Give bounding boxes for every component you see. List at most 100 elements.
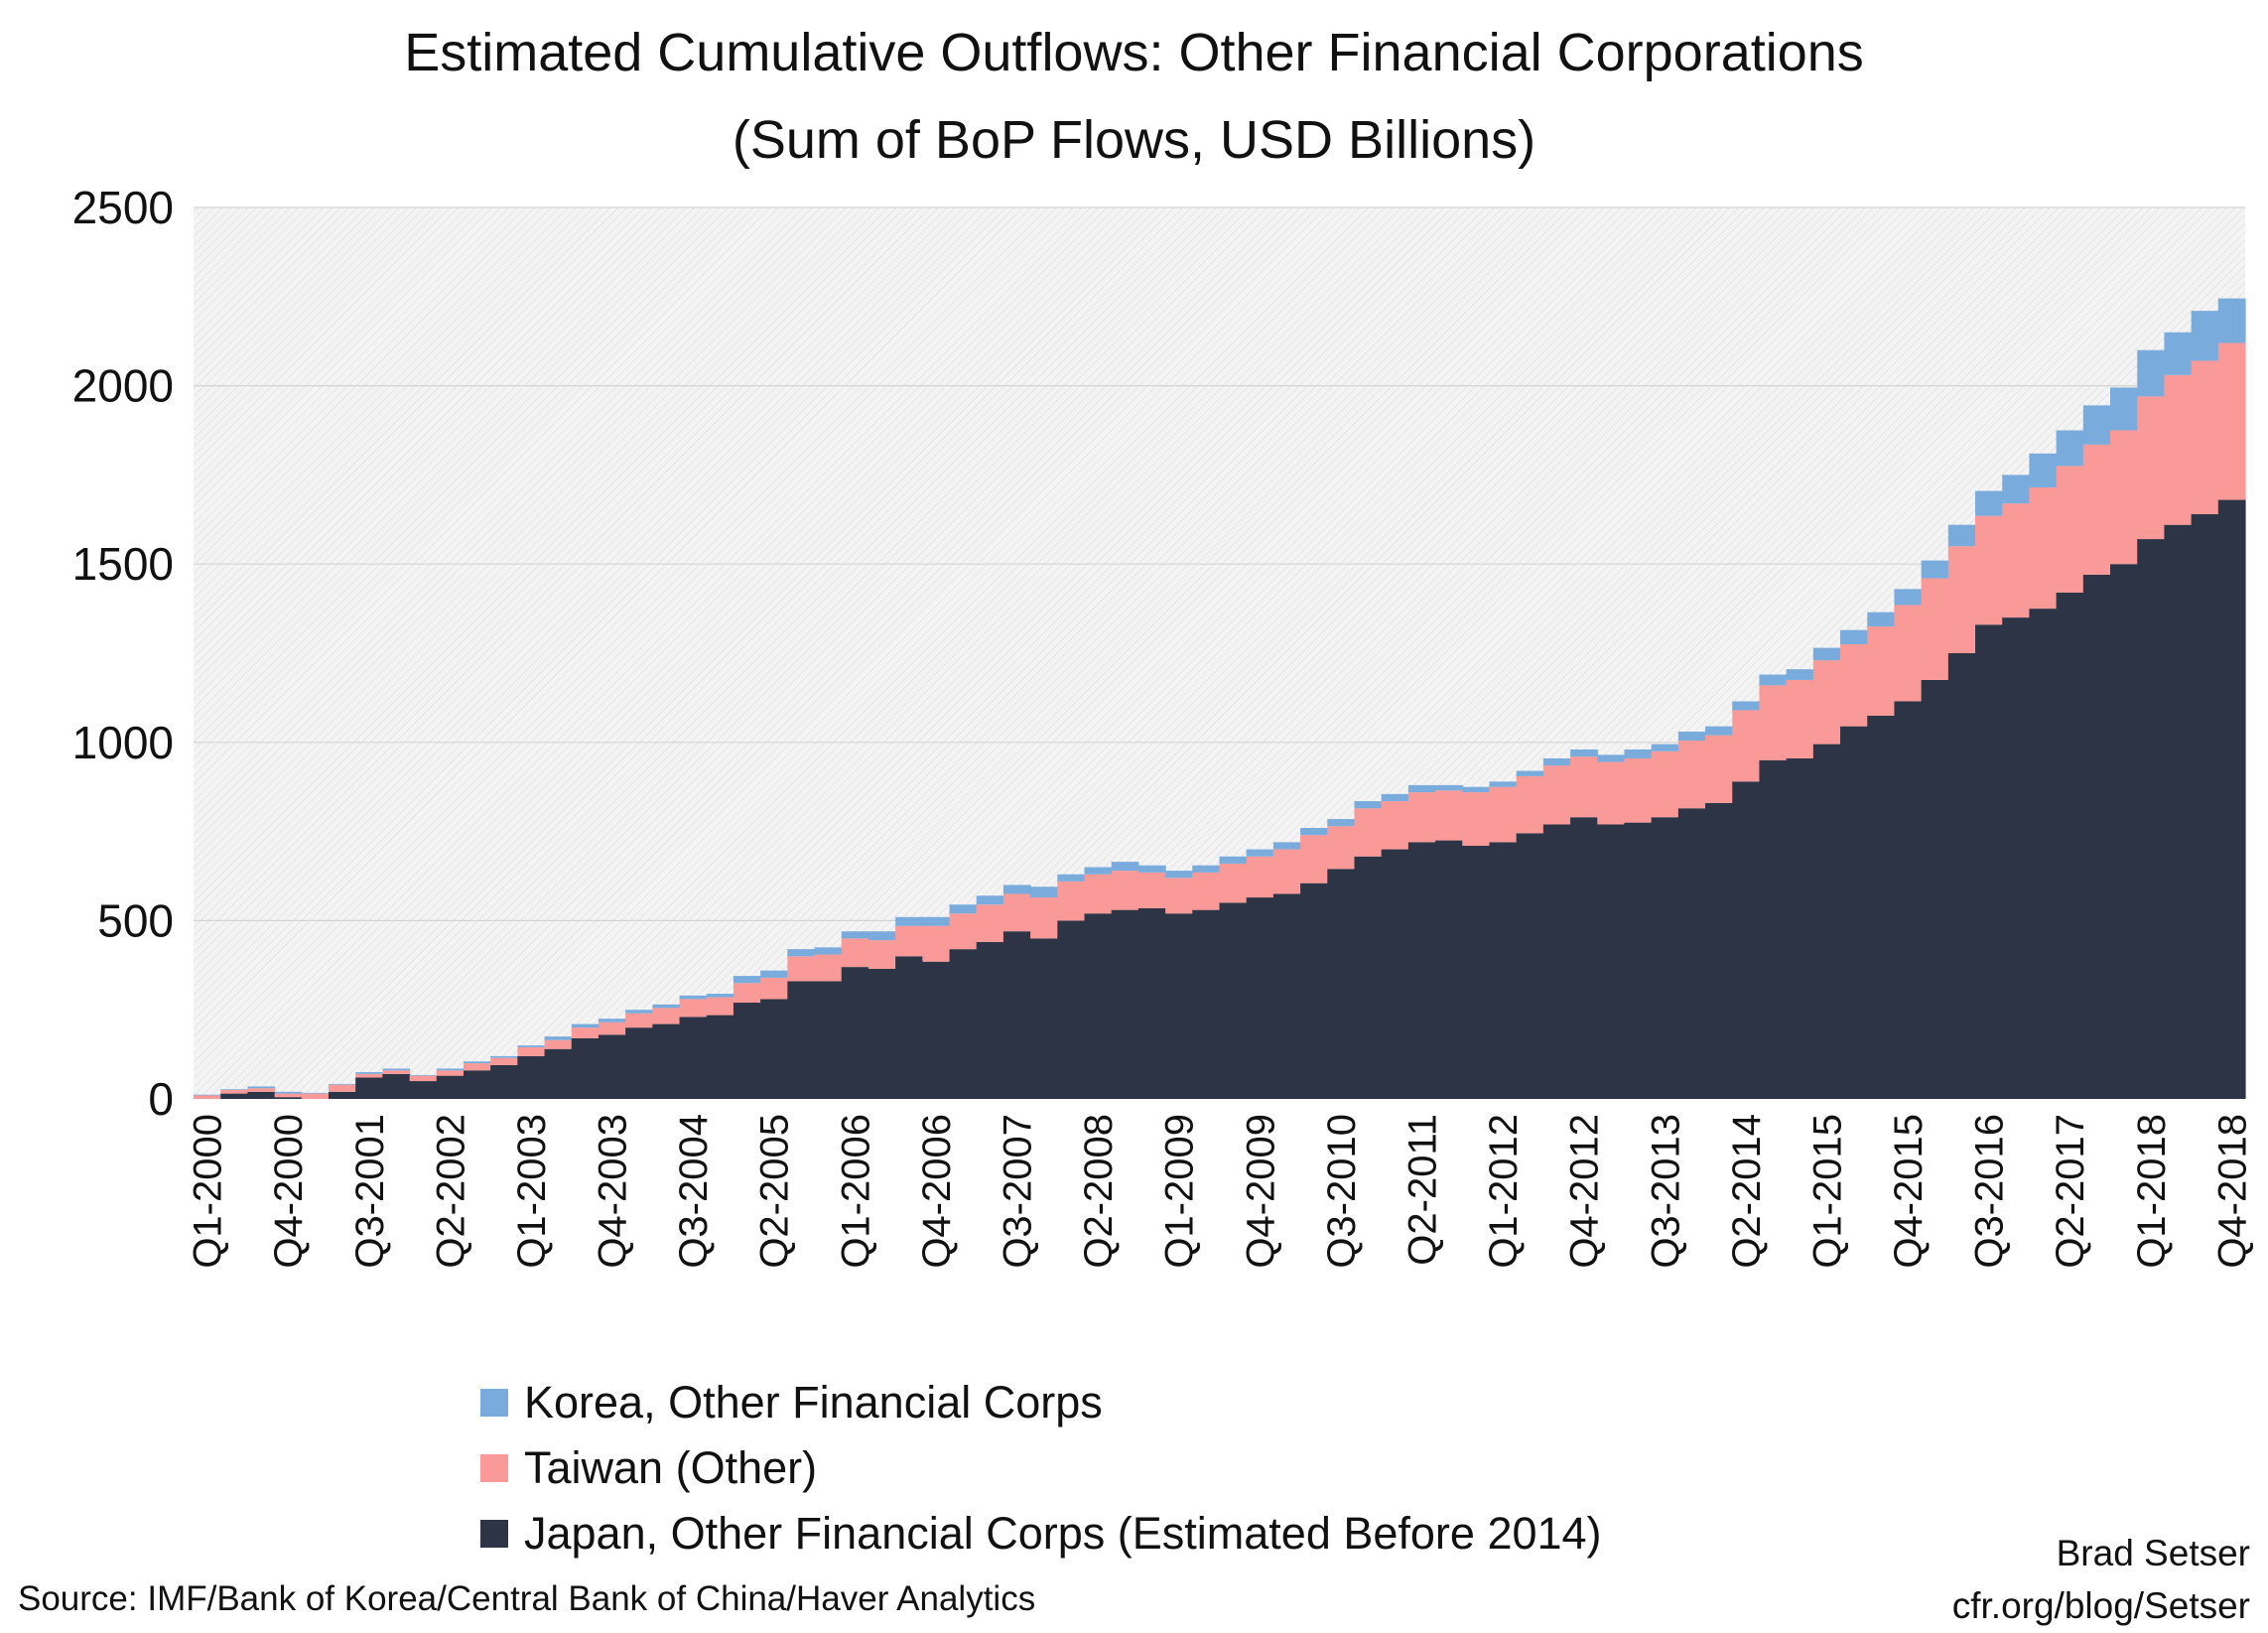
japan-bar xyxy=(625,1027,653,1099)
korea-bar xyxy=(2029,453,2058,487)
korea-bar xyxy=(1516,770,1544,776)
korea-bar xyxy=(1300,828,1328,836)
japan-bar xyxy=(1705,802,1733,1099)
x-tick-label: Q4-2018 xyxy=(2210,1114,2254,1269)
japan-bar xyxy=(895,956,923,1099)
korea-bar xyxy=(409,1074,438,1076)
taiwan-bar xyxy=(571,1027,600,1038)
japan-bar xyxy=(2056,592,2084,1099)
korea-bar xyxy=(328,1083,356,1085)
taiwan-bar xyxy=(2082,444,2111,575)
legend-label-japan: Japan, Other Financial Corps (Estimated … xyxy=(524,1508,1602,1559)
y-tick-label: 1000 xyxy=(72,717,174,768)
korea-bar xyxy=(1435,784,1463,791)
japan-bar xyxy=(2164,524,2193,1099)
korea-bar xyxy=(1462,786,1491,793)
taiwan-bar xyxy=(2002,503,2031,618)
japan-bar xyxy=(436,1075,465,1099)
x-tick-label: Q3-2013 xyxy=(1644,1114,1687,1269)
japan-bar xyxy=(1812,744,1841,1099)
x-tick-label: Q2-2008 xyxy=(1077,1114,1121,1269)
legend-label-korea: Korea, Other Financial Corps xyxy=(524,1377,1103,1428)
taiwan-bar xyxy=(490,1057,518,1065)
japan-bar xyxy=(1002,931,1031,1099)
korea-bar xyxy=(2110,387,2138,431)
japan-bar xyxy=(922,961,951,1099)
korea-bar xyxy=(1812,647,1841,661)
japan-bar xyxy=(1165,913,1193,1099)
taiwan-bar xyxy=(1759,685,1788,760)
korea-bar xyxy=(1786,669,1814,680)
taiwan-bar xyxy=(1570,756,1598,818)
taiwan-bar xyxy=(2029,486,2058,610)
taiwan-bar xyxy=(1300,835,1328,884)
japan-bar xyxy=(2110,564,2138,1099)
korea-bar xyxy=(733,976,761,984)
japan-bar xyxy=(1300,883,1328,1099)
japan-bar xyxy=(247,1091,276,1099)
japan-bar xyxy=(976,941,1004,1099)
japan-bar xyxy=(733,1003,761,1099)
taiwan-bar xyxy=(1137,872,1166,908)
korea-bar xyxy=(1975,490,2003,516)
x-tick-label: Q2-2011 xyxy=(1401,1114,1444,1266)
x-tick-label: Q3-2004 xyxy=(672,1114,716,1269)
korea-bar xyxy=(679,995,708,1000)
korea-bar xyxy=(1597,754,1626,762)
japan-bar xyxy=(1192,909,1221,1099)
korea-bar xyxy=(1947,524,1976,547)
taiwan-bar xyxy=(1002,893,1031,932)
taiwan-bar xyxy=(1246,856,1274,898)
korea-bar xyxy=(1084,867,1113,875)
taiwan-bar xyxy=(355,1073,383,1078)
x-tick-label: Q3-2010 xyxy=(1320,1114,1364,1269)
korea-bar xyxy=(976,895,1004,905)
taiwan-bar xyxy=(274,1093,303,1098)
korea-bar xyxy=(247,1086,276,1089)
y-tick-label: 2500 xyxy=(72,182,174,233)
taiwan-bar xyxy=(1705,735,1733,803)
taiwan-bar xyxy=(2110,430,2138,565)
taiwan-bar xyxy=(1894,605,1923,702)
x-tick-label: Q3-2016 xyxy=(1968,1114,2012,1269)
chart-subtitle: (Sum of BoP Flows, USD Billions) xyxy=(732,110,1536,170)
korea-bar xyxy=(760,970,788,978)
japan-bar xyxy=(760,999,788,1099)
korea-bar xyxy=(949,904,978,914)
y-tick-label: 2000 xyxy=(72,360,174,412)
japan-bar xyxy=(1030,938,1058,1099)
korea-bar xyxy=(652,1004,681,1009)
korea-bar xyxy=(2002,475,2031,504)
taiwan-bar xyxy=(1219,863,1248,903)
korea-bar xyxy=(1002,885,1031,894)
korea-bar xyxy=(490,1055,518,1058)
japan-bar xyxy=(1381,849,1409,1099)
x-tick-label: Q1-2015 xyxy=(1805,1114,1849,1269)
korea-bar xyxy=(1381,793,1409,802)
korea-bar xyxy=(2164,332,2193,375)
korea-bar xyxy=(1327,819,1356,827)
korea-bar xyxy=(463,1061,491,1064)
taiwan-bar xyxy=(1677,741,1706,809)
taiwan-bar xyxy=(787,956,816,982)
y-axis: 0 500 1000 1500 2000 2500 xyxy=(72,182,174,1125)
taiwan-bar xyxy=(1516,775,1544,834)
japan-bar xyxy=(1272,893,1301,1099)
taiwan-bar xyxy=(1030,897,1058,939)
japan-bar xyxy=(463,1070,491,1099)
korea-bar xyxy=(2217,298,2246,343)
korea-bar xyxy=(1165,871,1193,879)
taiwan-bar xyxy=(1651,750,1679,818)
korea-bar xyxy=(1272,842,1301,850)
taiwan-bar xyxy=(463,1063,491,1071)
taiwan-bar xyxy=(382,1070,411,1074)
x-tick-label: Q1-2003 xyxy=(510,1114,554,1269)
x-tick-label: Q2-2002 xyxy=(429,1114,472,1269)
x-tick-label: Q1-2000 xyxy=(187,1114,230,1269)
taiwan-bar xyxy=(895,925,923,957)
y-tick-label: 500 xyxy=(97,894,174,946)
japan-bar xyxy=(2191,513,2219,1099)
taiwan-bar xyxy=(706,997,734,1016)
korea-bar xyxy=(274,1091,303,1094)
taiwan-bar xyxy=(1192,872,1221,910)
